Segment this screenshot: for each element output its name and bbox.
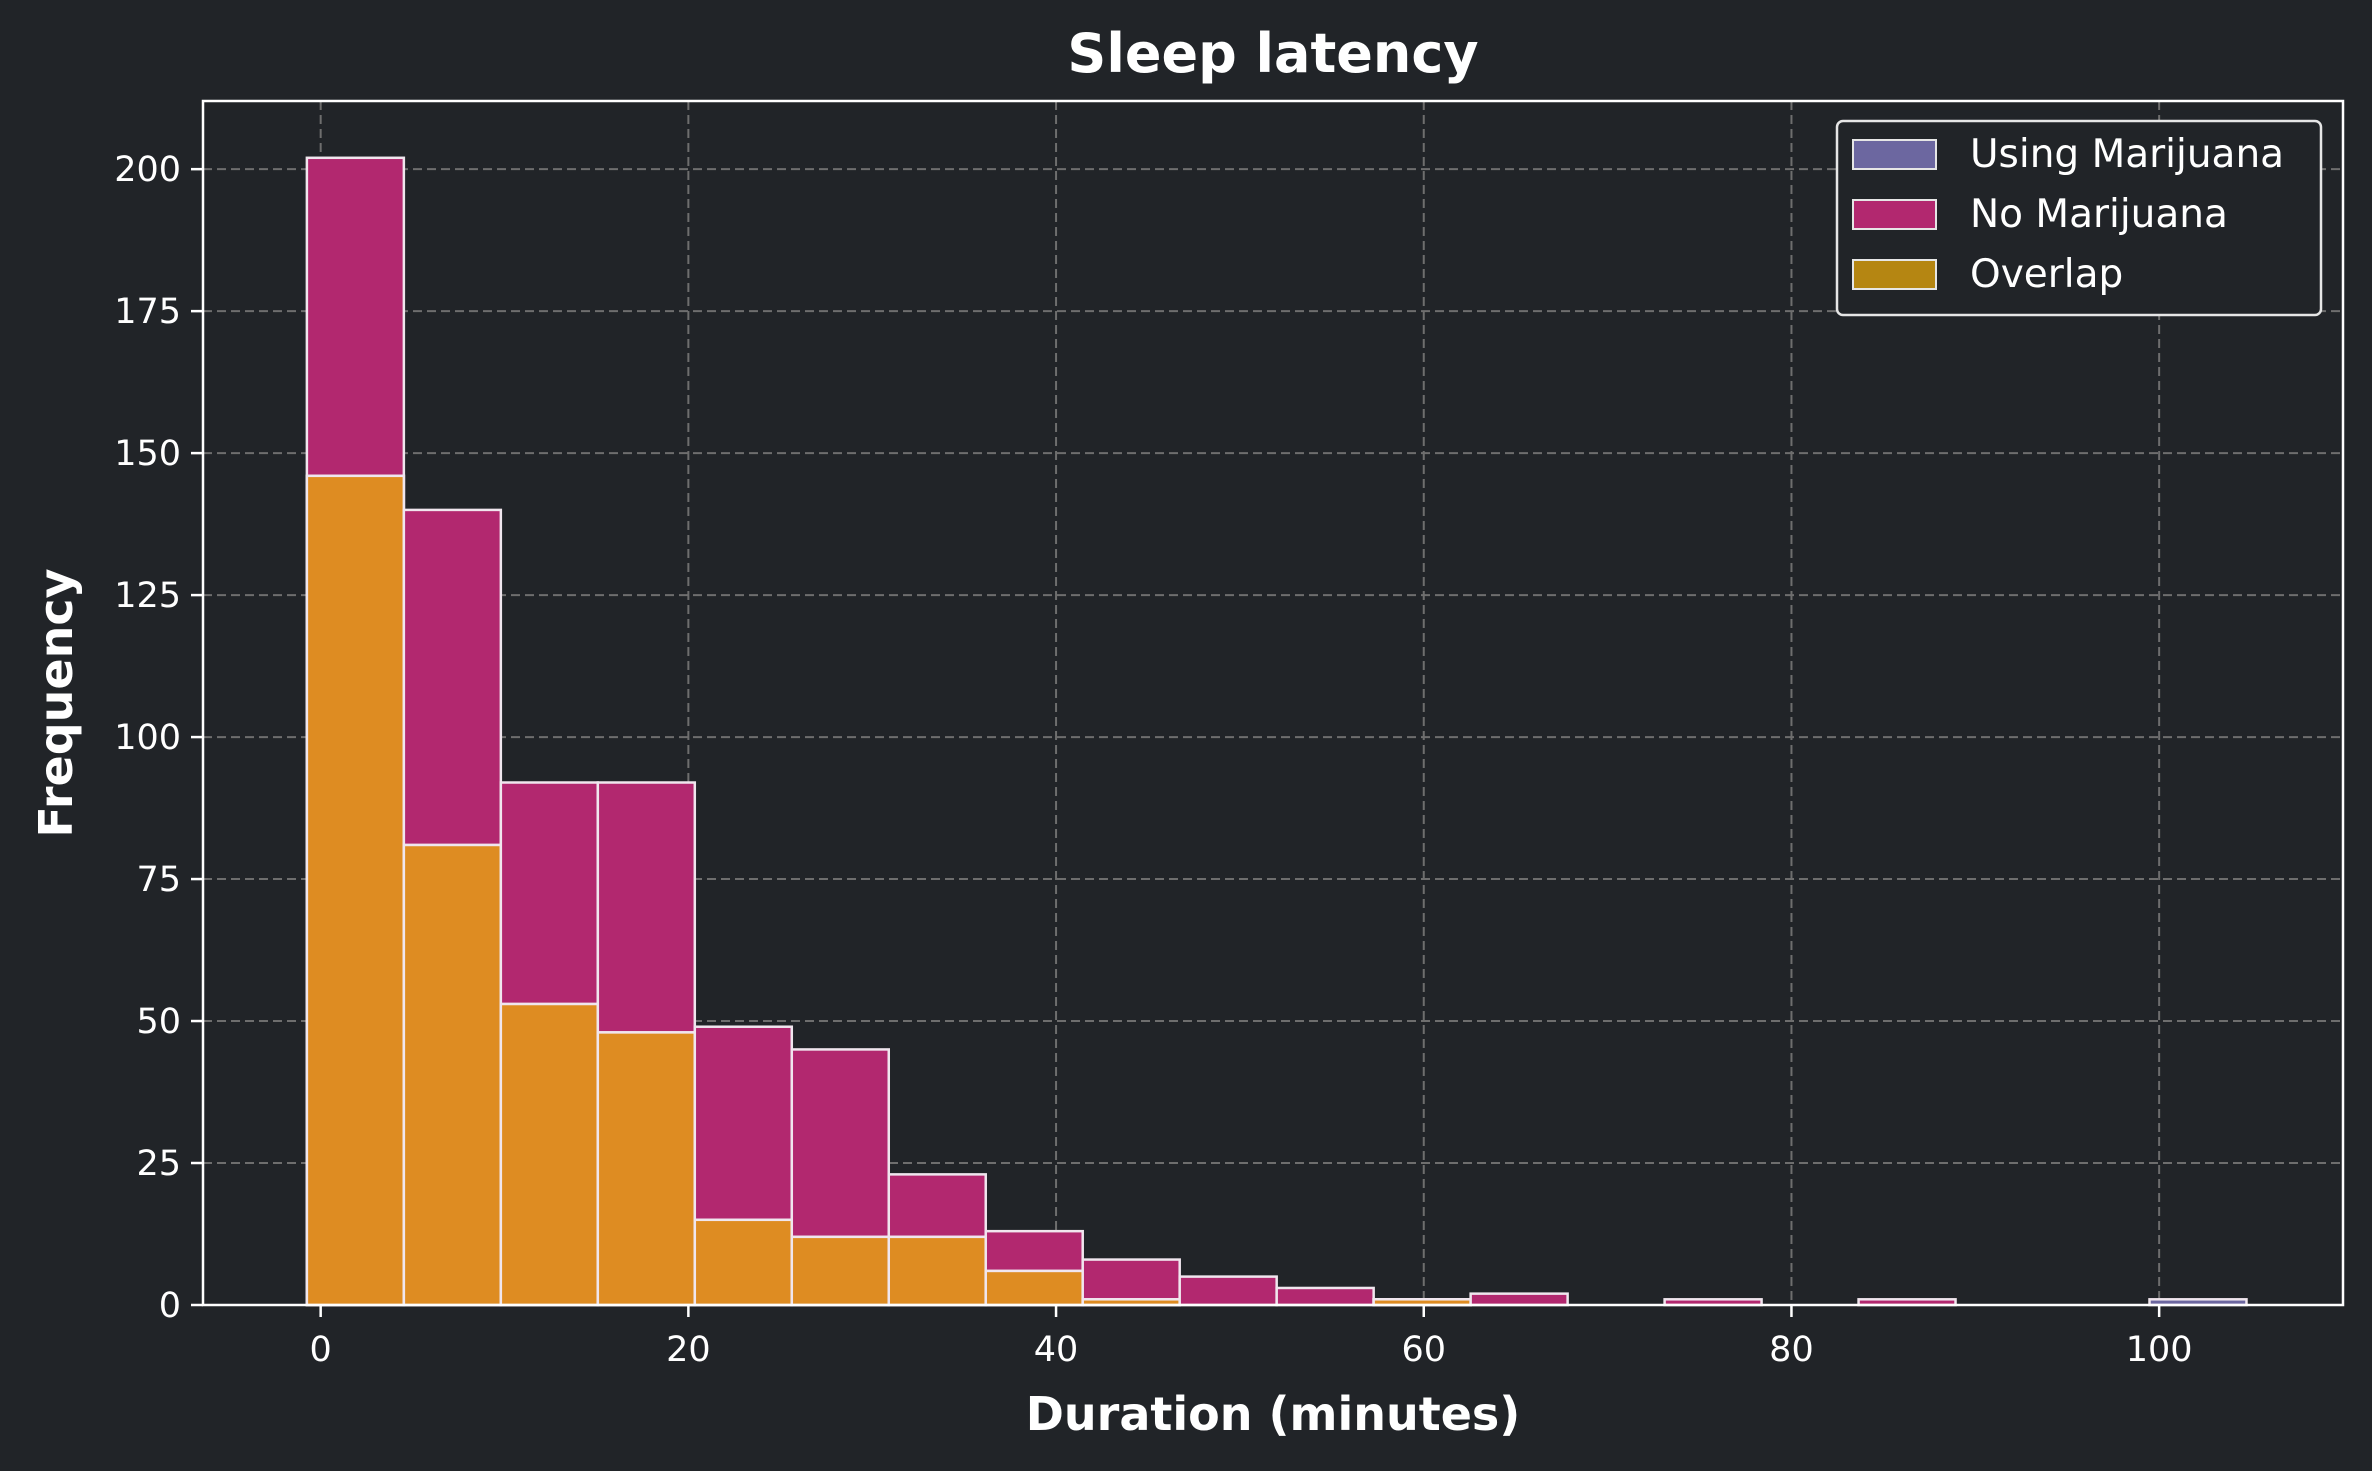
x-tick-label: 0	[310, 1330, 332, 1370]
y-tick-label: 200	[114, 150, 181, 190]
y-tick-label: 50	[136, 1002, 181, 1042]
bar-no-marijuana	[1081, 1258, 1181, 1307]
bar-overlap	[790, 1235, 891, 1307]
y-tick-label: 25	[136, 1144, 181, 1184]
x-tick-label: 80	[1769, 1330, 1814, 1370]
bar-overlap	[596, 1031, 697, 1307]
legend: Using Marijuana No Marijuana Overlap	[1835, 119, 2323, 317]
y-tick-label: 100	[114, 718, 181, 758]
legend-label-overlap: Overlap	[1970, 252, 2123, 297]
legend-frame	[1835, 119, 2323, 317]
bar-overlap	[402, 843, 503, 1307]
y-tick-label: 175	[114, 292, 181, 332]
x-tick-label: 20	[666, 1330, 711, 1370]
bar-overlap	[305, 474, 406, 1307]
legend-swatch-using-marijuana	[1852, 139, 1937, 170]
bar-overlap	[693, 1218, 794, 1307]
bar-no-marijuana	[1469, 1292, 1569, 1307]
bar-no-marijuana	[1275, 1286, 1375, 1307]
bar-overlap	[984, 1269, 1084, 1307]
x-axis-ticks: 0 20 40 60 80 100	[310, 1305, 2193, 1370]
y-tick-label: 75	[136, 860, 181, 900]
bar-overlap	[499, 1002, 600, 1307]
bar-overlap	[887, 1235, 987, 1307]
y-tick-label: 125	[114, 576, 181, 616]
legend-label-no-marijuana: No Marijuana	[1970, 192, 2228, 237]
y-tick-label: 0	[159, 1286, 181, 1326]
y-axis-ticks: 0 25 50 75 100 125 150 175 200	[114, 150, 203, 1326]
x-axis-label: Duration (minutes)	[1026, 1387, 1521, 1441]
x-tick-label: 60	[1401, 1330, 1446, 1370]
x-tick-label: 100	[2126, 1330, 2193, 1370]
bar-no-marijuana	[1178, 1275, 1278, 1307]
legend-swatch-no-marijuana	[1852, 199, 1937, 230]
y-axis-label: Frequency	[29, 568, 83, 837]
y-tick-label: 150	[114, 434, 181, 474]
plot-frame	[201, 99, 2345, 1307]
x-tick-label: 40	[1034, 1330, 1079, 1370]
legend-swatch-overlap	[1852, 259, 1937, 290]
legend-label-using-marijuana: Using Marijuana	[1970, 132, 2284, 177]
chart-title: Sleep latency	[1067, 22, 1478, 85]
